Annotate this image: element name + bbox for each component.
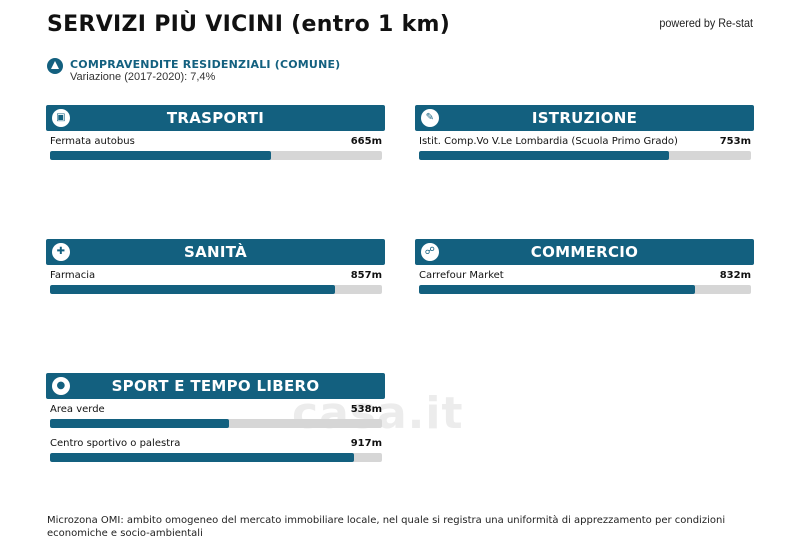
school-icon: ✎ <box>421 109 439 127</box>
category-title: SANITÀ <box>183 243 248 261</box>
service-distance: 753m <box>719 136 751 147</box>
list-item: Centro sportivo o palestra 917m <box>46 433 385 467</box>
category-title: TRASPORTI <box>166 109 265 127</box>
service-name: Farmacia <box>50 270 96 281</box>
list-item: Carrefour Market 832m <box>415 265 754 299</box>
distance-bar-fill <box>50 419 229 428</box>
service-name: Fermata autobus <box>50 136 135 147</box>
category-header: ● SPORT E TEMPO LIBERO <box>46 373 385 399</box>
list-item: Farmacia 857m <box>46 265 385 299</box>
category-header: ✚ SANITÀ <box>46 239 385 265</box>
cart-icon: ☍ <box>421 243 439 261</box>
list-item: Fermata autobus 665m <box>46 131 385 165</box>
distance-bar-track <box>50 285 382 294</box>
page-title: SERVIZI PIÙ VICINI (entro 1 km) <box>47 12 451 37</box>
distance-bar-fill <box>50 453 355 462</box>
category-card-commercio: ☍ COMMERCIO Carrefour Market 832m <box>415 239 754 299</box>
service-distance: 917m <box>350 438 382 449</box>
distance-bar-track <box>419 285 751 294</box>
service-name: Area verde <box>50 404 105 415</box>
powered-by-label: powered by Re-stat <box>659 16 753 30</box>
list-item: Istit. Comp.Vo V.Le Lombardia (Scuola Pr… <box>415 131 754 165</box>
service-distance: 665m <box>350 136 382 147</box>
service-name: Istit. Comp.Vo V.Le Lombardia (Scuola Pr… <box>419 136 678 147</box>
footnote: Microzona OMI: ambito omogeneo del merca… <box>47 515 726 539</box>
service-distance: 538m <box>350 404 382 415</box>
category-title: COMMERCIO <box>530 243 639 261</box>
category-title: ISTRUZIONE <box>531 109 638 127</box>
tennis-icon: ● <box>52 377 70 395</box>
distance-bar-track <box>50 151 382 160</box>
pharmacy-icon: ✚ <box>52 243 70 261</box>
category-card-trasporti: ▣ TRASPORTI Fermata autobus 665m <box>46 105 385 165</box>
category-header: ☍ COMMERCIO <box>415 239 754 265</box>
distance-bar-track <box>419 151 751 160</box>
distance-bar-fill <box>50 285 335 294</box>
category-header: ▣ TRASPORTI <box>46 105 385 131</box>
category-title: SPORT E TEMPO LIBERO <box>111 377 320 395</box>
category-card-sanita: ✚ SANITÀ Farmacia 857m <box>46 239 385 299</box>
distance-bar-fill <box>419 151 669 160</box>
distance-bar-fill <box>419 285 696 294</box>
distance-bar-track <box>50 419 382 428</box>
triangle-up-icon <box>47 58 63 74</box>
category-card-istruzione: ✎ ISTRUZIONE Istit. Comp.Vo V.Le Lombard… <box>415 105 754 165</box>
distance-bar-track <box>50 453 382 462</box>
category-card-sport: ● SPORT E TEMPO LIBERO Area verde 538m C… <box>46 373 385 467</box>
service-name: Centro sportivo o palestra <box>50 438 181 449</box>
list-item: Area verde 538m <box>46 399 385 433</box>
bus-icon: ▣ <box>52 109 70 127</box>
trend-label: COMPRAVENDITE RESIDENZIALI (COMUNE) <box>70 58 341 71</box>
service-name: Carrefour Market <box>419 270 504 281</box>
trend-variation: Variazione (2017-2020): 7,4% <box>70 71 216 83</box>
category-header: ✎ ISTRUZIONE <box>415 105 754 131</box>
distance-bar-fill <box>50 151 271 160</box>
service-distance: 832m <box>719 270 751 281</box>
service-distance: 857m <box>350 270 382 281</box>
